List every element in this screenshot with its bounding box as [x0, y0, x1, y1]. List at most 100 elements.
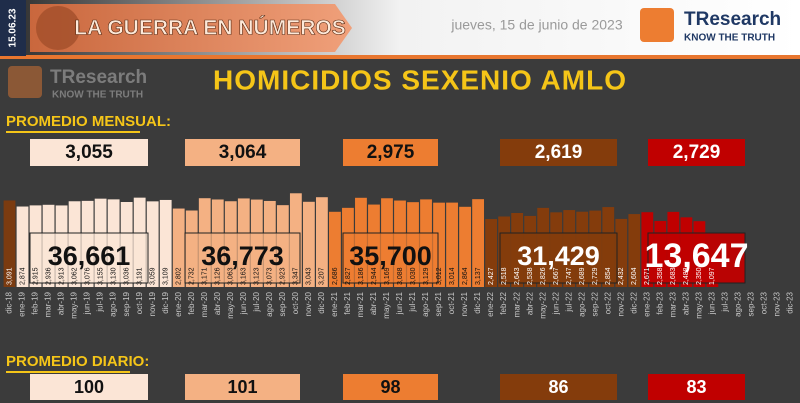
- daily-avg: 86: [548, 377, 568, 397]
- x-tick-label: dic-20: [317, 291, 326, 313]
- daily-box: [185, 374, 300, 400]
- monthly-label: PROMEDIO MENSUAL:: [6, 113, 171, 130]
- value-label: 2,689: [579, 267, 586, 285]
- daily-avg: 83: [686, 377, 706, 397]
- x-tick-label: mar-19: [44, 291, 53, 317]
- value-label: 3,073: [267, 267, 274, 285]
- value-label: 2,923: [280, 267, 287, 285]
- value-label: 2,913: [58, 267, 65, 285]
- value-label: 2,667: [553, 267, 560, 285]
- bar: [302, 201, 315, 287]
- date-strip: [0, 0, 26, 56]
- value-label: 3,088: [397, 267, 404, 285]
- x-tick-label: oct-22: [603, 291, 612, 314]
- value-label: 3,137: [475, 267, 482, 285]
- x-tick-label: abr-22: [525, 291, 534, 315]
- value-label: 2,518: [501, 267, 508, 285]
- bar: [315, 197, 328, 287]
- value-label: 2,854: [605, 267, 612, 285]
- x-tick-label: jun-23: [708, 291, 717, 315]
- daily-label: PROMEDIO DIARIO:: [6, 353, 149, 370]
- value-label: 2,683: [670, 267, 677, 285]
- total-box: [647, 232, 746, 284]
- annual-total: 36,773: [201, 241, 284, 271]
- bar: [16, 206, 29, 287]
- value-label: 3,030: [410, 267, 417, 285]
- logo-tagline: KNOW THE TRUTH: [684, 33, 775, 44]
- x-tick-label: abr-19: [57, 291, 66, 315]
- x-tick-label: ene-23: [642, 291, 651, 316]
- monthly-avg: 2,729: [673, 142, 721, 163]
- header-rule: [0, 55, 800, 59]
- x-tick-label: ago-21: [421, 291, 430, 316]
- x-tick-label: oct-23: [760, 291, 769, 314]
- monthly-box: [500, 139, 617, 166]
- x-tick-label: dic-23: [786, 291, 795, 313]
- x-tick-label: jul-20: [252, 291, 261, 312]
- value-label: 3,129: [423, 267, 430, 285]
- x-tick-label: nov-20: [304, 291, 313, 316]
- value-label: 2,915: [32, 267, 39, 285]
- value-label: 3,130: [110, 267, 117, 285]
- value-label: 3,169: [384, 267, 391, 285]
- value-label: 3,109: [163, 267, 170, 285]
- monthly-avg: 2,975: [367, 142, 415, 163]
- watermark-tagline: KNOW THE TRUTH: [52, 90, 143, 101]
- bar: [446, 202, 458, 287]
- bar: [172, 208, 185, 287]
- value-label: 2,604: [631, 267, 638, 285]
- x-tick-label: feb-21: [343, 291, 352, 314]
- value-label: 1,097: [709, 267, 716, 285]
- total-box: [29, 232, 149, 284]
- annual-total: 31,429: [517, 241, 600, 271]
- x-tick-label: feb-22: [499, 291, 508, 314]
- x-tick-label: dic-19: [161, 291, 170, 313]
- value-label: 2,671: [644, 267, 651, 285]
- bar: [641, 212, 654, 287]
- x-tick-label: abr-23: [681, 291, 690, 315]
- bar: [329, 211, 341, 287]
- x-tick-label: sep-21: [434, 291, 443, 316]
- bar: [459, 206, 471, 287]
- value-label: 3,076: [84, 267, 91, 285]
- daily-box: [500, 374, 617, 400]
- bar: [146, 201, 159, 287]
- value-label: 3,059: [150, 267, 157, 285]
- value-label: 2,826: [540, 267, 547, 285]
- value-label: 2,358: [657, 267, 664, 285]
- x-tick-label: oct-19: [135, 291, 144, 314]
- bar: [485, 219, 498, 287]
- x-tick-label: ago-23: [734, 291, 743, 316]
- x-tick-label: nov-23: [773, 291, 782, 316]
- value-label: 2,538: [527, 267, 534, 285]
- value-label: 2,732: [189, 267, 196, 285]
- x-tick-label: dic-21: [473, 291, 482, 313]
- x-tick-label: jun-22: [551, 291, 560, 315]
- watermark-mark: [8, 66, 42, 98]
- value-label: 2,643: [514, 267, 521, 285]
- daily-avg: 98: [380, 377, 400, 397]
- x-tick-label: ene-20: [174, 291, 183, 316]
- x-tick-label: sep-23: [747, 291, 756, 316]
- monthly-box: [648, 139, 745, 166]
- total-box: [499, 232, 618, 284]
- bar: [433, 202, 445, 287]
- value-label: 2,944: [371, 267, 378, 285]
- value-label: 3,062: [71, 267, 78, 285]
- value-label: 2,427: [488, 267, 495, 285]
- x-tick-label: jul-21: [408, 291, 417, 312]
- annual-total: 13,647: [645, 237, 749, 275]
- banner-icon: [36, 6, 80, 50]
- x-tick-label: dic-18: [5, 291, 14, 313]
- monthly-avg: 3,064: [219, 142, 267, 163]
- daily-avg: 100: [74, 377, 104, 397]
- value-label: 3,163: [241, 267, 248, 285]
- x-tick-label: may-22: [538, 291, 547, 318]
- annual-total: 35,700: [349, 241, 432, 271]
- value-label: 3,207: [319, 267, 326, 285]
- annual-total: 36,661: [48, 241, 131, 271]
- x-tick-label: mar-20: [200, 291, 209, 317]
- x-tick-label: ene-22: [486, 291, 495, 316]
